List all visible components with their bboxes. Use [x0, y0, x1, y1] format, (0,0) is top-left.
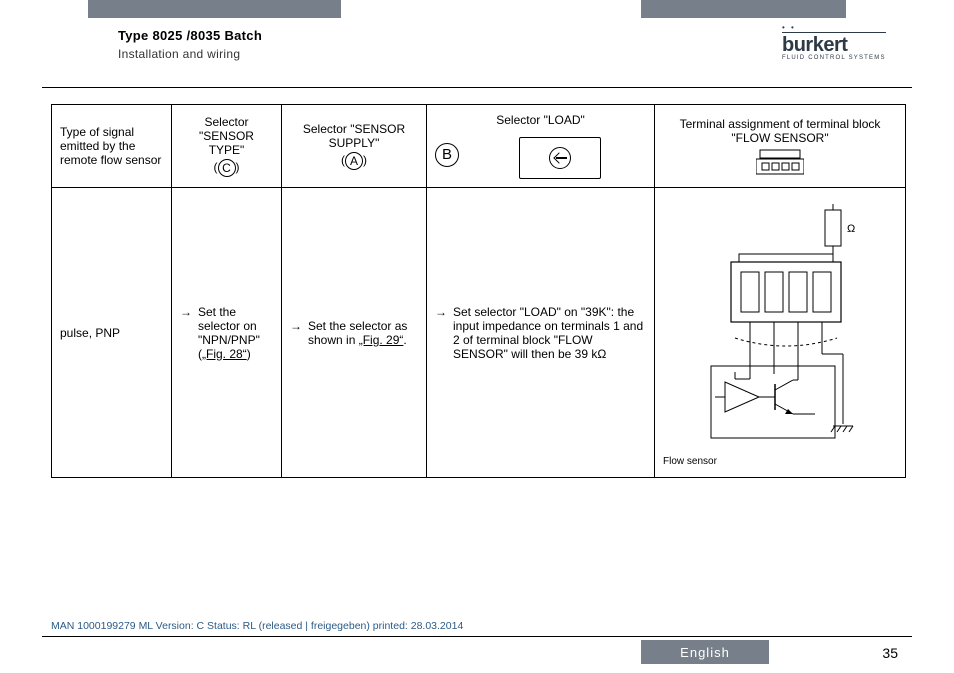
top-accent-bars [0, 0, 954, 18]
cell-sensor-type-text: Set the selector on "NPN/PNP" („Fig. 28“… [198, 305, 273, 361]
top-bar-left [88, 0, 341, 18]
doc-subtitle: Installation and wiring [118, 47, 262, 61]
th-sensor-supply-l1: Selector "SENSOR [290, 122, 418, 136]
badge-a-icon: A [345, 152, 363, 170]
th-terminal-l2: "FLOW SENSOR" [663, 131, 897, 145]
terminal-block-icon [756, 149, 804, 175]
header-left: Type 8025 /8035 Batch Installation and w… [118, 28, 262, 61]
logo-line [782, 32, 886, 33]
logo-subtitle: FLUID CONTROL SYSTEMS [782, 55, 886, 61]
th-signal-type: Type of signal emitted by the remote flo… [52, 105, 172, 188]
th-sensor-type: Selector "SENSOR TYPE" (C) [172, 105, 282, 188]
header-rule [42, 87, 912, 88]
svg-text:Ω: Ω [847, 223, 855, 235]
arrow-icon: → [180, 305, 192, 319]
load-switch-icon [519, 137, 601, 179]
doc-title: Type 8025 /8035 Batch [118, 28, 262, 43]
th-sensor-type-l2: "SENSOR TYPE" [180, 129, 273, 157]
logo-dots-icon: • • [782, 26, 886, 30]
footer-rule [42, 636, 912, 637]
th-signal-type-text: Type of signal emitted by the remote flo… [60, 125, 161, 167]
badge-c-icon: C [218, 159, 236, 177]
arrow-icon: → [290, 319, 302, 333]
cell-signal: pulse, PNP [52, 188, 172, 478]
cell-load: → Set selector "LOAD" on "39K": the inpu… [427, 188, 655, 478]
fig-28-link[interactable]: „Fig. 28“ [202, 347, 247, 361]
cell-sensor-supply: → Set the selector as shown in „Fig. 29“… [282, 188, 427, 478]
cell-wiring: Ω [655, 188, 906, 478]
th-sensor-supply-l2: SUPPLY" [290, 136, 418, 150]
logo-name: burkert [782, 34, 886, 57]
c3-post: . [403, 333, 406, 347]
c2-post: ) [247, 347, 251, 361]
cell-sensor-supply-text: Set the selector as shown in „Fig. 29“. [308, 319, 418, 347]
cell-sensor-type: → Set the selector on "NPN/PNP" („Fig. 2… [172, 188, 282, 478]
fig-29-link[interactable]: „Fig. 29“ [359, 333, 404, 347]
th-sensor-supply: Selector "SENSOR SUPPLY" (A) [282, 105, 427, 188]
footer-note: MAN 1000199279 ML Version: C Status: RL … [51, 620, 463, 632]
table-row: pulse, PNP → Set the selector on "NPN/PN… [52, 188, 906, 478]
table-header-row: Type of signal emitted by the remote flo… [52, 105, 906, 188]
th-sensor-type-l1: Selector [180, 115, 273, 129]
cell-load-text: Set selector "LOAD" on "39K": the input … [453, 305, 646, 361]
top-bar-right [641, 0, 846, 18]
brand-logo: • • burkert FLUID CONTROL SYSTEMS [782, 26, 886, 61]
config-table: Type of signal emitted by the remote flo… [51, 104, 906, 478]
th-terminal: Terminal assignment of terminal block "F… [655, 105, 906, 188]
arrow-icon: → [435, 305, 447, 319]
th-load-title: Selector "LOAD" [435, 113, 646, 127]
th-terminal-l1: Terminal assignment of terminal block [663, 117, 897, 131]
cell-signal-text: pulse, PNP [60, 326, 120, 340]
page-number: 35 [882, 645, 898, 661]
badge-b-icon: B [435, 143, 459, 167]
th-load: Selector "LOAD" B [427, 105, 655, 188]
wiring-caption: Flow sensor [663, 456, 897, 467]
language-badge: English [641, 640, 769, 664]
wiring-diagram-icon: Ω [675, 204, 885, 454]
